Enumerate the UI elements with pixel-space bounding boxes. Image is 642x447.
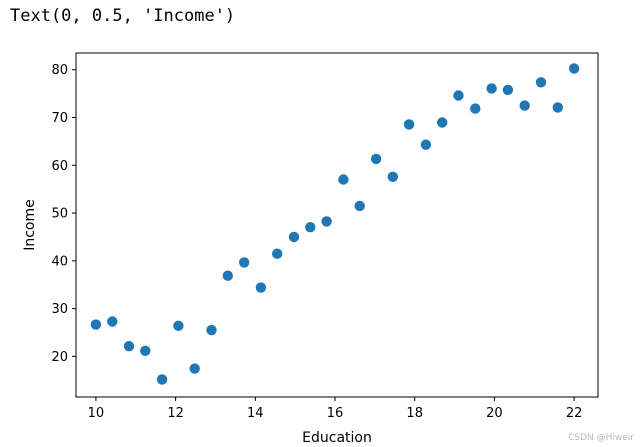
- x-tick-label: 16: [327, 406, 344, 421]
- data-point: [206, 324, 217, 336]
- y-tick-label: 30: [51, 302, 68, 317]
- y-axis-label: Income: [22, 199, 38, 251]
- data-point: [502, 84, 514, 96]
- data-point: [370, 153, 382, 165]
- data-point: [354, 200, 365, 212]
- data-point: [552, 102, 563, 113]
- x-tick-label: 20: [486, 406, 503, 421]
- data-point: [305, 222, 316, 233]
- data-point: [222, 270, 233, 281]
- data-point: [107, 316, 118, 327]
- data-point: [123, 341, 135, 352]
- data-point: [338, 174, 349, 185]
- watermark: CSDN @Hiweir: [568, 433, 634, 443]
- data-points: [90, 63, 580, 385]
- data-point: [272, 248, 283, 259]
- plot-frame: [75, 52, 599, 398]
- data-point: [453, 90, 464, 101]
- data-point: [90, 319, 102, 330]
- y-tick-label: 40: [51, 254, 68, 269]
- x-tick-label: 22: [566, 406, 583, 421]
- data-point: [321, 216, 332, 227]
- data-point: [437, 117, 448, 128]
- x-tick-label: 10: [88, 406, 105, 421]
- x-tick-label: 12: [167, 406, 184, 421]
- data-point: [140, 345, 151, 356]
- x-tick-label: 18: [406, 406, 423, 421]
- x-axis-label: Education: [302, 430, 372, 446]
- y-tick-label: 60: [51, 159, 68, 174]
- data-point: [420, 139, 432, 150]
- data-point: [568, 63, 580, 74]
- data-point: [156, 374, 168, 385]
- y-tick-label: 50: [51, 207, 68, 222]
- data-point: [403, 119, 415, 130]
- data-point: [173, 320, 184, 331]
- data-point: [387, 171, 398, 182]
- y-axis-ticks: 20 30 40 50 60 70 80: [51, 63, 76, 365]
- data-point: [470, 103, 481, 114]
- output-text: Text(0, 0.5, 'Income'): [10, 6, 236, 26]
- y-tick-label: 20: [51, 350, 68, 365]
- data-point: [288, 231, 300, 243]
- data-point: [239, 257, 250, 268]
- y-tick-label: 70: [51, 111, 68, 126]
- data-point: [189, 363, 200, 374]
- data-point: [535, 77, 547, 88]
- data-point: [255, 282, 267, 293]
- data-point: [486, 83, 497, 94]
- y-tick-label: 80: [51, 63, 68, 78]
- x-axis-ticks: 10 12 14 16 18 20 22: [88, 397, 583, 421]
- data-point: [519, 100, 530, 111]
- x-tick-label: 14: [247, 406, 264, 421]
